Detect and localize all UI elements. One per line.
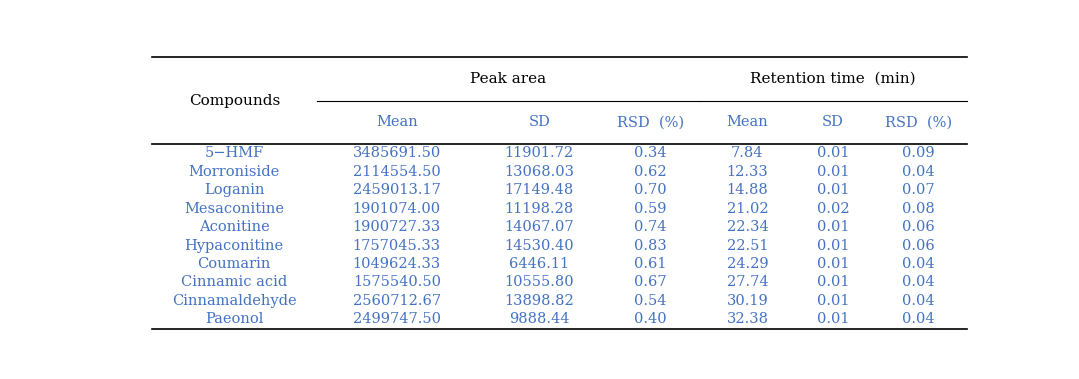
Text: 1757045.33: 1757045.33 <box>353 238 441 252</box>
Text: SD: SD <box>822 115 844 129</box>
Text: Mesaconitine: Mesaconitine <box>185 202 284 216</box>
Text: SD: SD <box>529 115 550 129</box>
Text: 0.07: 0.07 <box>902 183 934 197</box>
Text: 3485691.50: 3485691.50 <box>353 146 441 160</box>
Text: 0.01: 0.01 <box>817 165 849 179</box>
Text: 0.01: 0.01 <box>817 257 849 271</box>
Text: 6446.11: 6446.11 <box>509 257 570 271</box>
Text: 5−HMF: 5−HMF <box>205 146 264 160</box>
Text: 1575540.50: 1575540.50 <box>353 276 440 290</box>
Text: Cinnamaldehyde: Cinnamaldehyde <box>172 294 297 308</box>
Text: 13068.03: 13068.03 <box>504 165 574 179</box>
Text: 2114554.50: 2114554.50 <box>353 165 440 179</box>
Text: Hypaconitine: Hypaconitine <box>185 238 284 252</box>
Text: 0.01: 0.01 <box>817 276 849 290</box>
Text: 0.09: 0.09 <box>902 146 934 160</box>
Text: Retention time  (min): Retention time (min) <box>750 72 916 86</box>
Text: 0.08: 0.08 <box>902 202 934 216</box>
Text: Aconitine: Aconitine <box>199 220 270 234</box>
Text: 14530.40: 14530.40 <box>505 238 574 252</box>
Text: 0.34: 0.34 <box>634 146 667 160</box>
Text: RSD  (%): RSD (%) <box>617 115 684 129</box>
Text: 0.01: 0.01 <box>817 146 849 160</box>
Text: 10555.80: 10555.80 <box>505 276 574 290</box>
Text: 0.67: 0.67 <box>634 276 667 290</box>
Text: Paeonol: Paeonol <box>205 312 263 326</box>
Text: 1049624.33: 1049624.33 <box>353 257 441 271</box>
Text: 11198.28: 11198.28 <box>505 202 574 216</box>
Text: Cinnamic acid: Cinnamic acid <box>181 276 287 290</box>
Text: 13898.82: 13898.82 <box>504 294 574 308</box>
Text: 2459013.17: 2459013.17 <box>353 183 440 197</box>
Text: 0.62: 0.62 <box>634 165 667 179</box>
Text: 27.74: 27.74 <box>726 276 768 290</box>
Text: 0.04: 0.04 <box>902 257 934 271</box>
Text: 0.02: 0.02 <box>817 202 849 216</box>
Text: 30.19: 30.19 <box>726 294 768 308</box>
Text: Peak area: Peak area <box>469 72 546 86</box>
Text: 0.83: 0.83 <box>634 238 667 252</box>
Text: 0.01: 0.01 <box>817 220 849 234</box>
Text: 17149.48: 17149.48 <box>505 183 574 197</box>
Text: Morroniside: Morroniside <box>189 165 279 179</box>
Text: 14.88: 14.88 <box>726 183 768 197</box>
Text: 0.61: 0.61 <box>634 257 667 271</box>
Text: 0.01: 0.01 <box>817 294 849 308</box>
Text: 11901.72: 11901.72 <box>505 146 574 160</box>
Text: 0.04: 0.04 <box>902 276 934 290</box>
Text: 0.04: 0.04 <box>902 312 934 326</box>
Text: 9888.44: 9888.44 <box>509 312 570 326</box>
Text: Mean: Mean <box>375 115 418 129</box>
Text: 7.84: 7.84 <box>732 146 764 160</box>
Text: 0.01: 0.01 <box>817 312 849 326</box>
Text: 0.74: 0.74 <box>634 220 667 234</box>
Text: Mean: Mean <box>726 115 768 129</box>
Text: 0.01: 0.01 <box>817 238 849 252</box>
Text: 14067.07: 14067.07 <box>505 220 574 234</box>
Text: 22.34: 22.34 <box>726 220 768 234</box>
Text: 2560712.67: 2560712.67 <box>353 294 441 308</box>
Text: 32.38: 32.38 <box>726 312 768 326</box>
Text: 0.01: 0.01 <box>817 183 849 197</box>
Text: 0.06: 0.06 <box>902 220 934 234</box>
Text: 21.02: 21.02 <box>726 202 768 216</box>
Text: 0.40: 0.40 <box>634 312 667 326</box>
Text: 0.54: 0.54 <box>634 294 667 308</box>
Text: 12.33: 12.33 <box>726 165 768 179</box>
Text: RSD  (%): RSD (%) <box>885 115 952 129</box>
Text: 0.06: 0.06 <box>902 238 934 252</box>
Text: 2499747.50: 2499747.50 <box>353 312 440 326</box>
Text: 1900727.33: 1900727.33 <box>353 220 441 234</box>
Text: Coumarin: Coumarin <box>197 257 271 271</box>
Text: 22.51: 22.51 <box>726 238 768 252</box>
Text: 24.29: 24.29 <box>726 257 768 271</box>
Text: 0.59: 0.59 <box>634 202 667 216</box>
Text: 0.04: 0.04 <box>902 165 934 179</box>
Text: Loganin: Loganin <box>204 183 264 197</box>
Text: 1901074.00: 1901074.00 <box>353 202 441 216</box>
Text: 0.70: 0.70 <box>634 183 667 197</box>
Text: Compounds: Compounds <box>189 94 279 108</box>
Text: 0.04: 0.04 <box>902 294 934 308</box>
